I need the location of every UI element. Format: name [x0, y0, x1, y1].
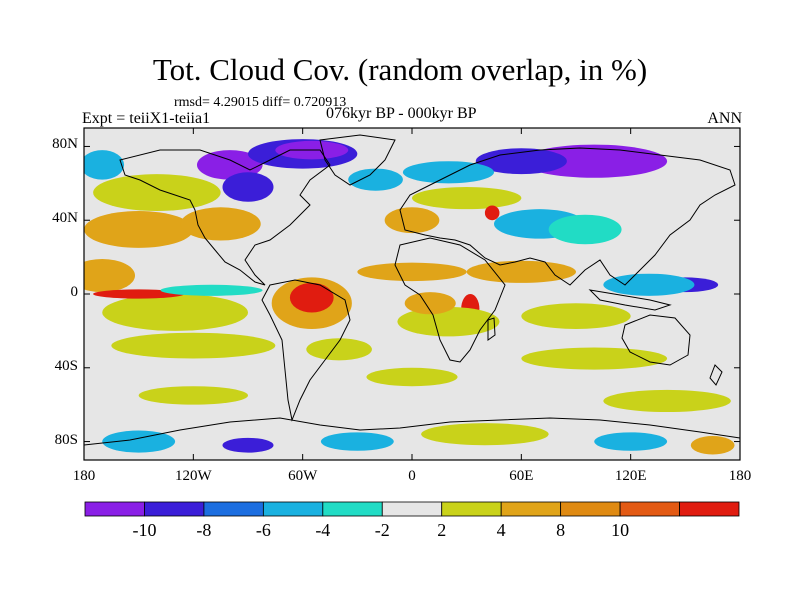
- x-tick-label: 60W: [288, 468, 318, 484]
- anomaly-region-16: [384, 207, 440, 234]
- coast-north-america: [119, 149, 331, 286]
- colorbar-swatch: [560, 501, 621, 517]
- anomaly-region-26: [397, 306, 500, 337]
- anomaly-region-22: [289, 282, 334, 313]
- colorbar-label: -6: [255, 520, 271, 540]
- colorbar-swatch: [262, 501, 324, 517]
- colorbar-swatch: [203, 501, 264, 517]
- anomaly-region-7: [521, 144, 668, 178]
- anomaly-region-35: [366, 367, 458, 387]
- coast-greenland: [319, 134, 396, 186]
- anomaly-region-6: [348, 168, 403, 191]
- colorbar-swatch: [381, 501, 443, 517]
- y-tick-label: 80S: [54, 431, 78, 448]
- anomaly-region-40: [421, 423, 549, 446]
- anomaly-region-2: [196, 150, 263, 180]
- x-tick-label: 180: [728, 468, 752, 484]
- x-tick-label: 180: [72, 468, 96, 484]
- anomaly-region-41: [594, 432, 668, 451]
- anomaly-region-34: [138, 386, 248, 405]
- anomaly-region-28: [521, 303, 631, 330]
- colorbar-swatch: [84, 501, 145, 517]
- season-label: ANN: [707, 110, 742, 127]
- anomaly-region-32: [306, 338, 372, 361]
- anomaly-region-12: [180, 207, 261, 241]
- axis-ticks: [83, 128, 741, 460]
- chart-title: Tot. Cloud Cov. (random overlap, in %): [152, 52, 648, 87]
- stats-line: rmsd= 4.29015 diff= 0.720913: [174, 95, 347, 110]
- experiment-label: Expt = teiiX1-teiia1: [82, 110, 211, 127]
- x-tick-label: 0: [408, 468, 416, 484]
- anomaly-region-38: [222, 437, 274, 453]
- anomaly-region-31: [111, 332, 276, 359]
- coast-australia: [621, 314, 691, 366]
- x-tick-label: 60E: [509, 468, 534, 484]
- colorbar-swatch: [144, 501, 205, 517]
- anomaly-region-15: [484, 205, 500, 221]
- colorbar-label: -8: [196, 520, 212, 540]
- anomaly-region-17: [84, 258, 136, 293]
- y-tick-label: 80N: [52, 136, 78, 153]
- anomaly-region-30: [603, 273, 695, 296]
- coast-south-america: [261, 279, 351, 422]
- anomaly-region-14: [548, 214, 622, 245]
- coast-indonesia: [588, 289, 672, 311]
- anomaly-region-18: [102, 294, 248, 331]
- anomaly-region-20: [160, 284, 263, 296]
- anomaly-region-11: [84, 211, 194, 248]
- anomaly-region-42: [690, 436, 735, 455]
- anomaly-region-37: [102, 430, 176, 453]
- anomaly-region-5: [222, 172, 274, 202]
- anomaly-region-8: [475, 148, 567, 175]
- colorbar-label: -10: [132, 520, 157, 540]
- x-tick-label: 120W: [174, 468, 212, 484]
- colorbar-swatch: [619, 501, 680, 517]
- period-label: 076kyr BP - 000kyr BP: [326, 105, 477, 122]
- coast-africa: [394, 237, 506, 363]
- coast-madagascar: [487, 317, 496, 341]
- y-tick-label: 40N: [52, 210, 78, 227]
- anomaly-region-19: [93, 289, 185, 299]
- y-tick-label: 40S: [54, 357, 78, 374]
- y-tick-label: 0: [70, 284, 79, 300]
- colorbar-label: 8: [556, 520, 566, 540]
- anomaly-region-24: [466, 260, 576, 283]
- coastlines: [84, 134, 740, 446]
- colorbar-swatch: [441, 501, 502, 517]
- colorbar-swatch: [679, 501, 740, 517]
- colorbar-label: 10: [611, 520, 630, 540]
- coast-new-zealand: [709, 364, 723, 386]
- colorbar-label: 4: [496, 520, 506, 540]
- anomaly-region-36: [603, 389, 731, 413]
- colorbar-swatch: [322, 501, 383, 517]
- colorbar-swatch: [500, 501, 562, 517]
- coast-antarctica: [84, 417, 740, 446]
- colorbar-label: -4: [315, 520, 331, 540]
- anomaly-region-27: [404, 292, 456, 315]
- colorbar: [84, 501, 740, 517]
- x-tick-label: 120E: [614, 468, 647, 484]
- anomaly-region-23: [357, 262, 467, 282]
- anomaly-region-33: [521, 347, 668, 370]
- anomaly-regions: [84, 139, 735, 455]
- anomaly-region-0: [93, 174, 221, 211]
- colorbar-label: -2: [374, 520, 390, 540]
- coast-eurasia: [399, 147, 736, 286]
- anomaly-region-10: [412, 187, 522, 210]
- anomaly-region-39: [320, 432, 394, 451]
- colorbar-label: 2: [437, 520, 447, 540]
- anomaly-region-1: [84, 150, 125, 180]
- anomaly-region-9: [402, 161, 495, 184]
